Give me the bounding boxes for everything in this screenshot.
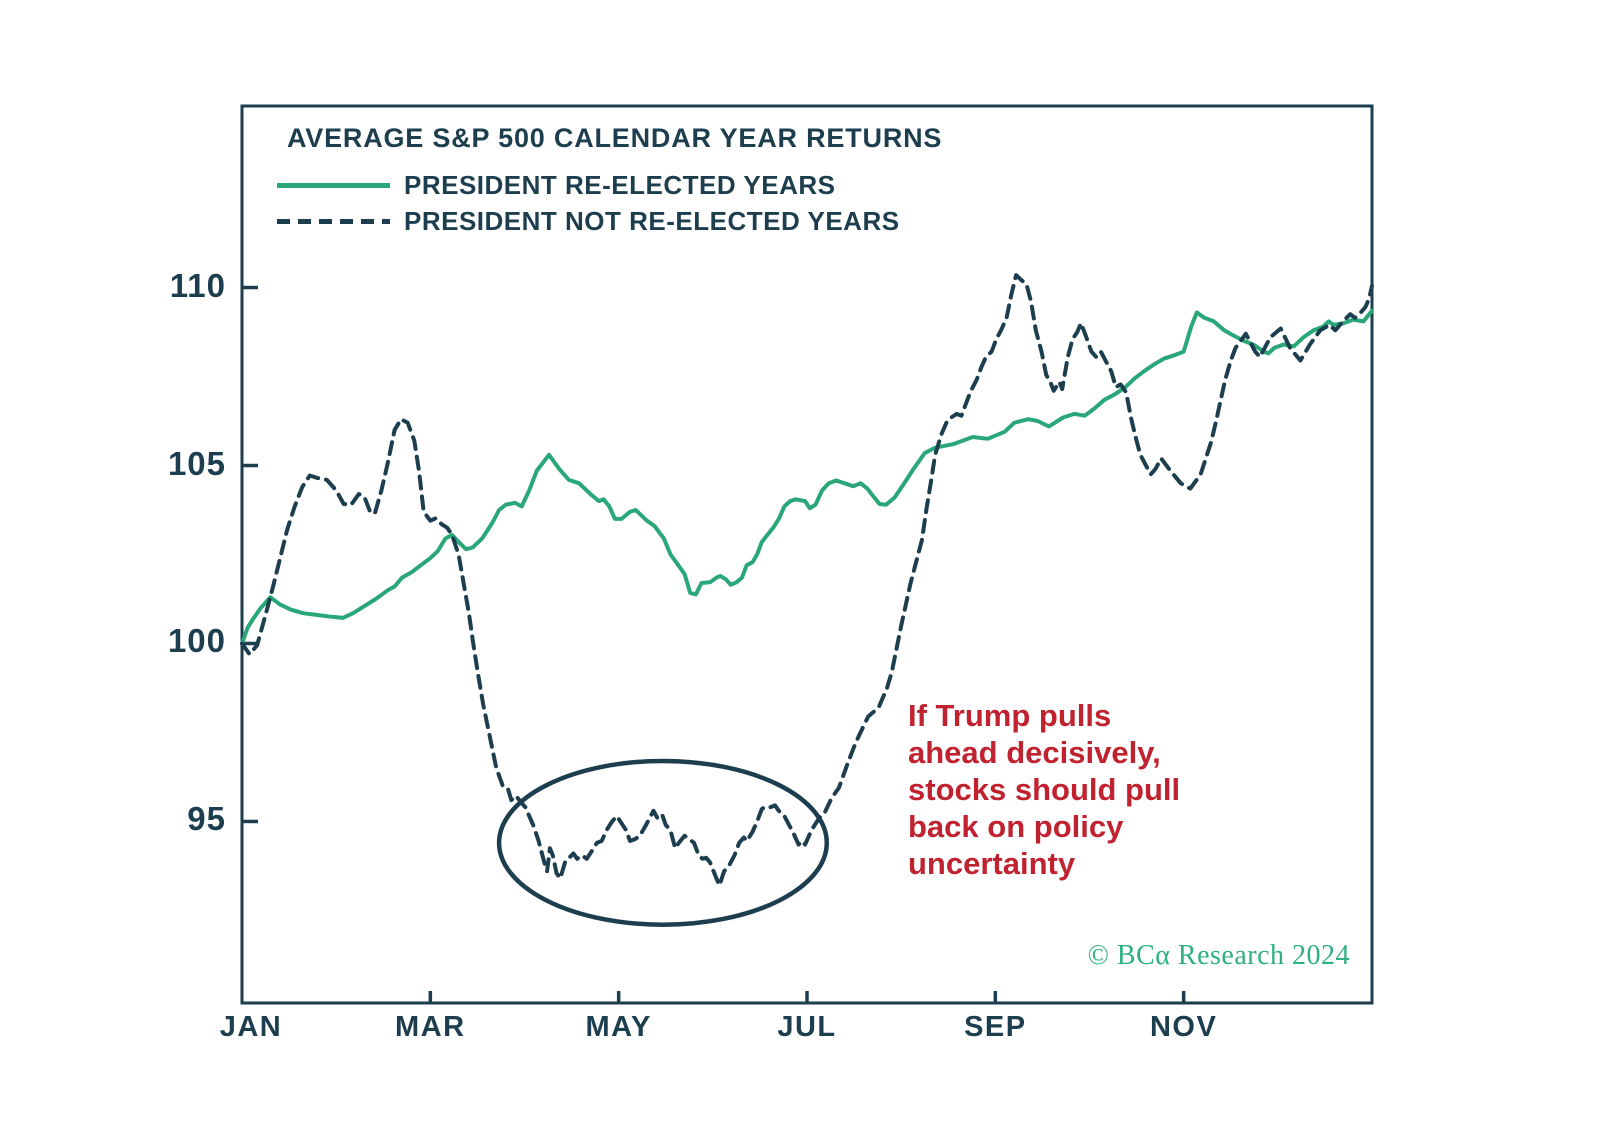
bca-research-copyright: © BCα Research 2024 — [1087, 940, 1350, 971]
trough-circle-annotation — [496, 758, 830, 927]
y-tick-label-100: 100 — [167, 622, 226, 660]
series-line-not-reelected — [240, 273, 1374, 888]
solid-line-swatch-icon — [277, 182, 390, 188]
legend: PRESIDENT RE-ELECTED YEARS PRESIDENT NOT… — [277, 167, 900, 239]
x-tick-label-sep: SEP — [964, 1011, 1027, 1043]
x-tick-label-nov: NOV — [1149, 1011, 1218, 1043]
trump-callout-text: If Trump pulls ahead decisively, stocks … — [908, 698, 1181, 881]
x-tick-label-may: MAY — [585, 1011, 652, 1043]
y-tick-label-105: 105 — [167, 444, 226, 482]
x-tick-label-mar: MAR — [395, 1011, 466, 1043]
legend-label-not-reelected: PRESIDENT NOT RE-ELECTED YEARS — [404, 205, 900, 236]
plot-frame — [240, 104, 1374, 1005]
legend-label-reelected: PRESIDENT RE-ELECTED YEARS — [404, 169, 836, 200]
series-line-reelected — [240, 308, 1374, 646]
legend-item-reelected: PRESIDENT RE-ELECTED YEARS — [277, 167, 900, 203]
y-tick-label-95: 95 — [187, 800, 226, 838]
legend-item-not-reelected: PRESIDENT NOT RE-ELECTED YEARS — [277, 203, 900, 239]
x-tick-label-jul: JUL — [777, 1011, 837, 1043]
y-tick-label-110: 110 — [169, 266, 226, 304]
dashed-line-swatch-icon — [277, 218, 390, 224]
chart-title: AVERAGE S&P 500 CALENDAR YEAR RETURNS — [287, 123, 943, 153]
x-tick-label-jan: JAN — [219, 1011, 283, 1043]
